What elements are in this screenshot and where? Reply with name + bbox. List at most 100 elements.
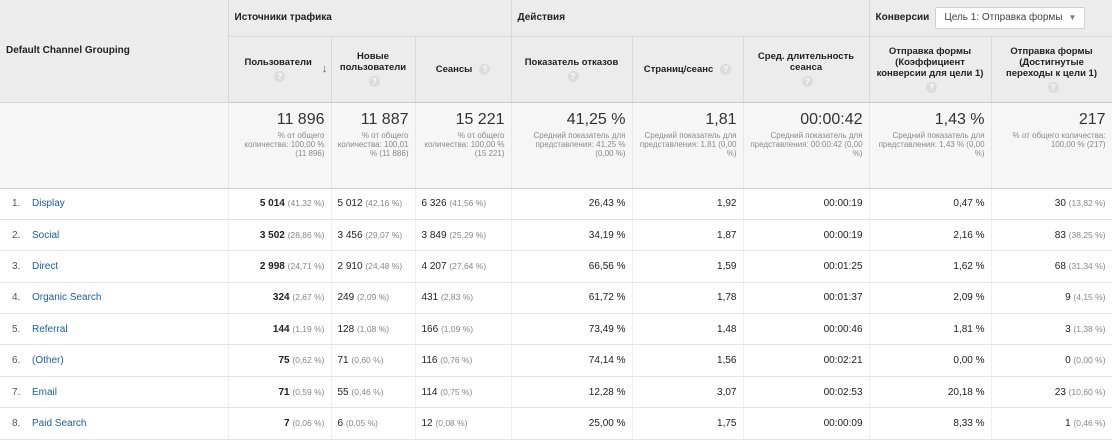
pps-value: 1,56 [717, 355, 737, 367]
channel-link[interactable]: Paid Search [32, 417, 87, 429]
completions-pct: (10,60 %) [1068, 386, 1106, 397]
question-icon[interactable]: ? [720, 63, 732, 75]
sessions-pct: (2,83 %) [440, 292, 474, 303]
metric-pps-header[interactable]: Страниц/сеанс ? [632, 36, 744, 103]
question-icon[interactable]: ? [926, 81, 938, 93]
sessions-value: 166 [421, 323, 439, 335]
conv-rate-value: 1,81 % [953, 323, 985, 335]
duration-cell: 00:02:53 [743, 376, 870, 409]
pps-value: 1,92 [717, 198, 737, 210]
new-users-cell: 6 (0,05 %) [331, 407, 416, 440]
sessions-pct: (0,75 %) [440, 386, 473, 397]
pps-cell: 1,78 [632, 282, 744, 315]
duration-cell: 00:01:37 [743, 282, 870, 315]
question-icon[interactable]: ? [1047, 81, 1059, 93]
channel-link[interactable]: Display [32, 198, 65, 210]
row-index: 8. [12, 417, 21, 429]
users-value: 2 998 [259, 260, 285, 272]
channel-cell: 2. Social [0, 219, 229, 252]
pps-cell: 1,92 [632, 188, 744, 220]
channel-link[interactable]: Social [32, 229, 60, 241]
row-index: 7. [12, 386, 21, 398]
total-value: 11 896 [276, 110, 325, 128]
metric-duration-header[interactable]: Сред. длительность сеанса ? [743, 36, 870, 103]
question-icon[interactable]: ? [274, 70, 286, 82]
total-value: 217 [1078, 110, 1106, 128]
total-cell: 11 887 % от общего количества: 100,01 % (… [331, 102, 416, 189]
bounce-cell: 66,56 % [511, 250, 633, 283]
users-cell: 144 (1,19 %) [228, 313, 332, 346]
pps-cell: 1,56 [632, 344, 744, 377]
pps-value: 1,78 [717, 292, 737, 304]
new-users-cell: 249 (2,09 %) [331, 282, 416, 315]
sessions-cell: 6 326 (41,56 %) [415, 188, 512, 220]
new-users-value: 128 [337, 323, 355, 335]
metric-sessions-header[interactable]: Сеансы ? [415, 36, 512, 103]
new-users-pct: (42,16 %) [365, 198, 403, 209]
pps-cell: 1,59 [632, 250, 744, 283]
completions-cell: 9 (4,15 %) [991, 282, 1112, 315]
duration-value: 00:00:46 [823, 323, 863, 335]
group-acquisition: Источники трафика [228, 0, 512, 37]
completions-value: 9 [1065, 292, 1071, 304]
total-subtext: % от общего количества: 100,01 % (11 886… [337, 130, 409, 158]
totals-row: 11 896 % от общего количества: 100,00 % (… [0, 102, 1112, 189]
dimension-header[interactable]: Default Channel Grouping [0, 0, 229, 103]
total-subtext: Средний показатель для представления: 1,… [639, 130, 737, 158]
new-users-value: 71 [337, 355, 349, 367]
row-index: 6. [12, 355, 21, 367]
channel-link[interactable]: Direct [32, 260, 59, 272]
metric-new-users-label: Новые пользователи [339, 51, 407, 73]
table-row: 3. Direct 2 998 (24,71 %) 2 910 (24,48 %)… [0, 250, 1112, 283]
duration-cell: 00:00:19 [743, 188, 870, 220]
completions-value: 23 [1054, 386, 1066, 398]
sort-down-arrow-icon[interactable]: ↓ [321, 63, 328, 75]
channel-link[interactable]: Referral [32, 323, 68, 335]
metric-bounce-label: Показатель отказов [524, 56, 619, 68]
channel-link[interactable]: (Other) [32, 355, 64, 367]
metric-pps-label: Страниц/сеанс [643, 63, 714, 75]
new-users-cell: 55 (0,46 %) [331, 376, 416, 409]
sessions-value: 431 [421, 292, 439, 304]
new-users-pct: (24,48 %) [365, 260, 403, 271]
metric-conv-rate-header[interactable]: Отправка формы (Коэффициент конверсии дл… [869, 36, 992, 103]
total-value: 11 887 [360, 110, 409, 128]
channel-link[interactable]: Organic Search [32, 292, 102, 304]
new-users-value: 2 910 [337, 260, 363, 272]
completions-pct: (38,25 %) [1068, 229, 1106, 240]
conv-rate-value: 2,16 % [953, 229, 985, 241]
table-row: 6. (Other) 75 (0,62 %) 71 (0,60 %) 116 (0… [0, 344, 1112, 377]
table-row: 8. Paid Search 7 (0,06 %) 6 (0,05 %) 12 (… [0, 407, 1112, 440]
group-conversions: Конверсии Цель 1: Отправка формы ▼ [869, 0, 1112, 37]
channel-cell: 8. Paid Search [0, 407, 229, 440]
metric-bounce-header[interactable]: Показатель отказов ? [511, 36, 633, 103]
users-cell: 2 998 (24,71 %) [228, 250, 332, 283]
sessions-value: 6 326 [421, 198, 447, 210]
users-value: 75 [278, 355, 290, 367]
conv-rate-cell: 8,33 % [869, 407, 992, 440]
totals-dimension-cell [0, 102, 229, 189]
table-row: 7. Email 71 (0,59 %) 55 (0,46 %) 114 (0,7… [0, 376, 1112, 409]
question-icon[interactable]: ? [567, 70, 579, 82]
channel-cell: 7. Email [0, 376, 229, 409]
total-subtext: Средний показатель для представления: 1,… [878, 130, 985, 158]
row-index: 2. [12, 229, 21, 241]
sessions-pct: (1,09 %) [440, 323, 474, 334]
channel-link[interactable]: Email [32, 386, 58, 398]
question-icon[interactable]: ? [479, 63, 491, 75]
question-icon[interactable]: ? [369, 76, 380, 87]
completions-value: 1 [1065, 417, 1071, 429]
channel-cell: 5. Referral [0, 313, 229, 346]
metric-completions-label: Отправка формы (Достигнутые переходы к ц… [1006, 45, 1098, 79]
bounce-cell: 25,00 % [511, 407, 633, 440]
users-pct: (0,59 %) [292, 386, 325, 397]
metric-new-users-header[interactable]: Новые пользователи ? [331, 36, 416, 103]
question-icon[interactable]: ? [802, 76, 814, 87]
sessions-cell: 114 (0,75 %) [415, 376, 512, 409]
metric-users-header[interactable]: Пользователи ? ↓ [228, 36, 332, 103]
bounce-value: 12,28 % [588, 386, 626, 398]
goal-select[interactable]: Цель 1: Отправка формы ▼ [935, 6, 1086, 29]
users-value: 144 [272, 323, 290, 335]
metric-completions-header[interactable]: Отправка формы (Достигнутые переходы к ц… [991, 36, 1112, 103]
